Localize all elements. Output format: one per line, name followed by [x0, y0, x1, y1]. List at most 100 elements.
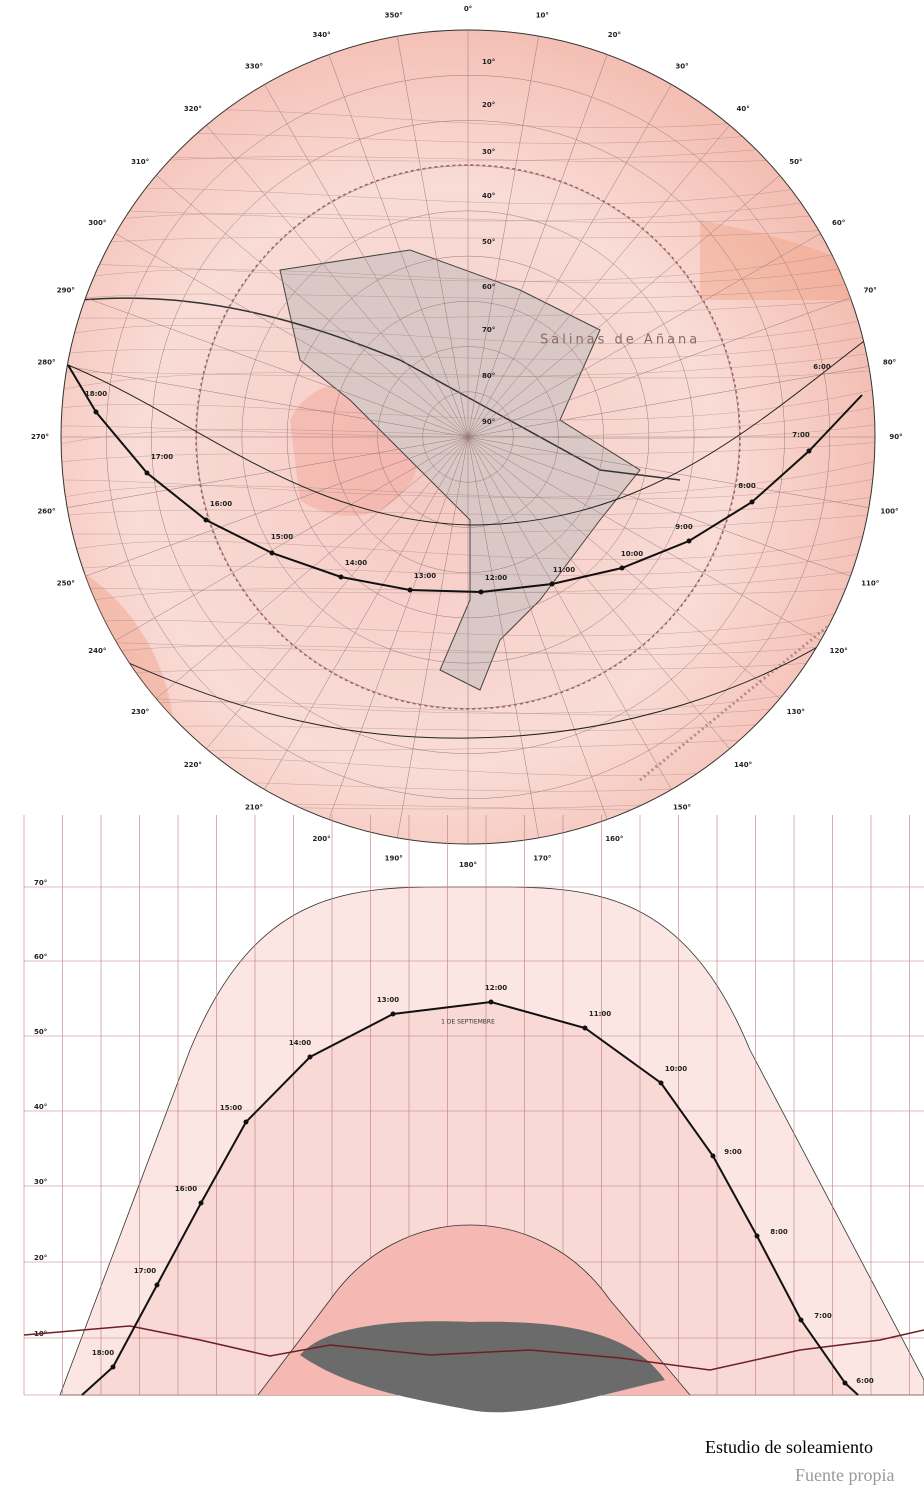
caption-source: Fuente propia	[795, 1465, 894, 1485]
azimuth-label: 30°	[675, 62, 688, 70]
azimuth-line	[397, 436, 469, 838]
hour-dot	[798, 1317, 804, 1323]
azimuth-label: 70°	[864, 287, 877, 295]
altitude-label: 50°	[482, 238, 495, 246]
azimuth-line	[397, 36, 469, 438]
azimuth-line	[467, 436, 869, 508]
altitude-label: 30°	[482, 148, 495, 156]
azimuth-line	[467, 84, 672, 438]
hour-label: 16:00	[175, 1185, 197, 1193]
azimuth-label: 300°	[88, 219, 106, 227]
altitude-label: 40°	[34, 1103, 47, 1111]
azimuth-line	[467, 233, 821, 438]
hour-label: 8:00	[738, 482, 756, 490]
azimuth-line	[467, 36, 539, 438]
hour-label: 18:00	[92, 1349, 114, 1357]
azimuth-label: 220°	[184, 761, 202, 769]
azimuth-label: 310°	[131, 158, 149, 166]
hour-dot	[144, 470, 150, 476]
azimuth-label: 120°	[830, 647, 848, 655]
hour-dot	[619, 565, 625, 571]
altitude-label: 40°	[482, 192, 495, 200]
altitude-label: 90°	[482, 418, 495, 426]
hour-dot	[390, 1011, 396, 1017]
contour	[61, 171, 875, 205]
hour-label: 13:00	[414, 572, 436, 580]
azimuth-line	[156, 175, 469, 438]
hour-dot	[338, 574, 344, 580]
contour	[61, 567, 875, 594]
landscape-photo	[300, 1321, 665, 1413]
azimuth-line	[467, 54, 608, 438]
azimuth-label: 0°	[464, 5, 472, 13]
contour	[61, 639, 875, 661]
sun-region	[82, 1002, 858, 1395]
contour	[61, 459, 875, 498]
azimuth-line	[115, 233, 469, 438]
date-label: 1 DE SEPTIEMBRE	[441, 1019, 495, 1026]
contour	[61, 189, 875, 222]
azimuth-line	[467, 436, 821, 641]
hour-label: 12:00	[485, 984, 507, 992]
contour	[61, 207, 875, 229]
contour	[61, 513, 875, 535]
hour-dot	[582, 1025, 588, 1031]
hour-label: 6:00	[856, 1377, 874, 1385]
hour-label: 13:00	[377, 996, 399, 1004]
azimuth-line	[67, 436, 469, 508]
azimuth-label: 160°	[605, 835, 623, 843]
azimuth-label: 260°	[37, 507, 55, 515]
map-hill	[700, 220, 875, 300]
contour	[61, 333, 875, 360]
hour-dot	[198, 1200, 204, 1206]
contour	[61, 549, 875, 576]
hour-label: 12:00	[485, 574, 507, 582]
hour-label: 8:00	[770, 1228, 788, 1236]
hour-dot	[93, 409, 99, 415]
azimuth-line	[85, 436, 469, 577]
hour-dot	[407, 587, 413, 593]
hour-dot	[842, 1380, 848, 1386]
contour	[61, 279, 875, 301]
azimuth-label: 170°	[533, 854, 551, 862]
summer-path	[67, 334, 873, 526]
hour-dot	[549, 581, 555, 587]
hour-dot	[806, 448, 812, 454]
altitude-label: 20°	[482, 101, 495, 109]
contour	[61, 369, 875, 391]
hour-label: 14:00	[289, 1039, 311, 1047]
hour-dot	[658, 1080, 664, 1086]
azimuth-line	[264, 436, 469, 790]
azimuth-label: 250°	[57, 579, 75, 587]
azimuth-label: 320°	[184, 105, 202, 113]
contour	[61, 477, 875, 500]
azimuth-label: 200°	[313, 835, 331, 843]
elevation-chart: 70°60°50°40°30°20°10°18:0017:0016:0015:0…	[23, 815, 924, 1413]
hour-dot	[269, 550, 275, 556]
azimuth-label: 50°	[789, 158, 802, 166]
hour-dot	[686, 538, 692, 544]
hour-label: 6:00	[813, 363, 831, 371]
azimuth-line	[67, 366, 469, 438]
hour-dot	[710, 1153, 716, 1159]
altitude-label: 70°	[34, 879, 47, 887]
contour	[61, 657, 875, 679]
hour-label: 11:00	[553, 566, 575, 574]
azimuth-line	[467, 436, 851, 577]
hour-label: 11:00	[589, 1010, 611, 1018]
azimuth-label: 210°	[245, 804, 263, 812]
azimuth-label: 90°	[889, 433, 902, 441]
azimuth-line	[467, 175, 780, 438]
hour-label: 15:00	[271, 533, 293, 541]
contour	[61, 495, 875, 517]
town	[279, 249, 641, 691]
azimuth-label: 130°	[787, 708, 805, 716]
azimuth-line	[467, 366, 869, 438]
altitude-label: 50°	[34, 1028, 47, 1036]
azimuth-label: 270°	[31, 433, 49, 441]
altitude-label: 60°	[34, 953, 47, 961]
altitude-label: 30°	[34, 1178, 47, 1186]
altitude-label: 10°	[482, 58, 495, 66]
